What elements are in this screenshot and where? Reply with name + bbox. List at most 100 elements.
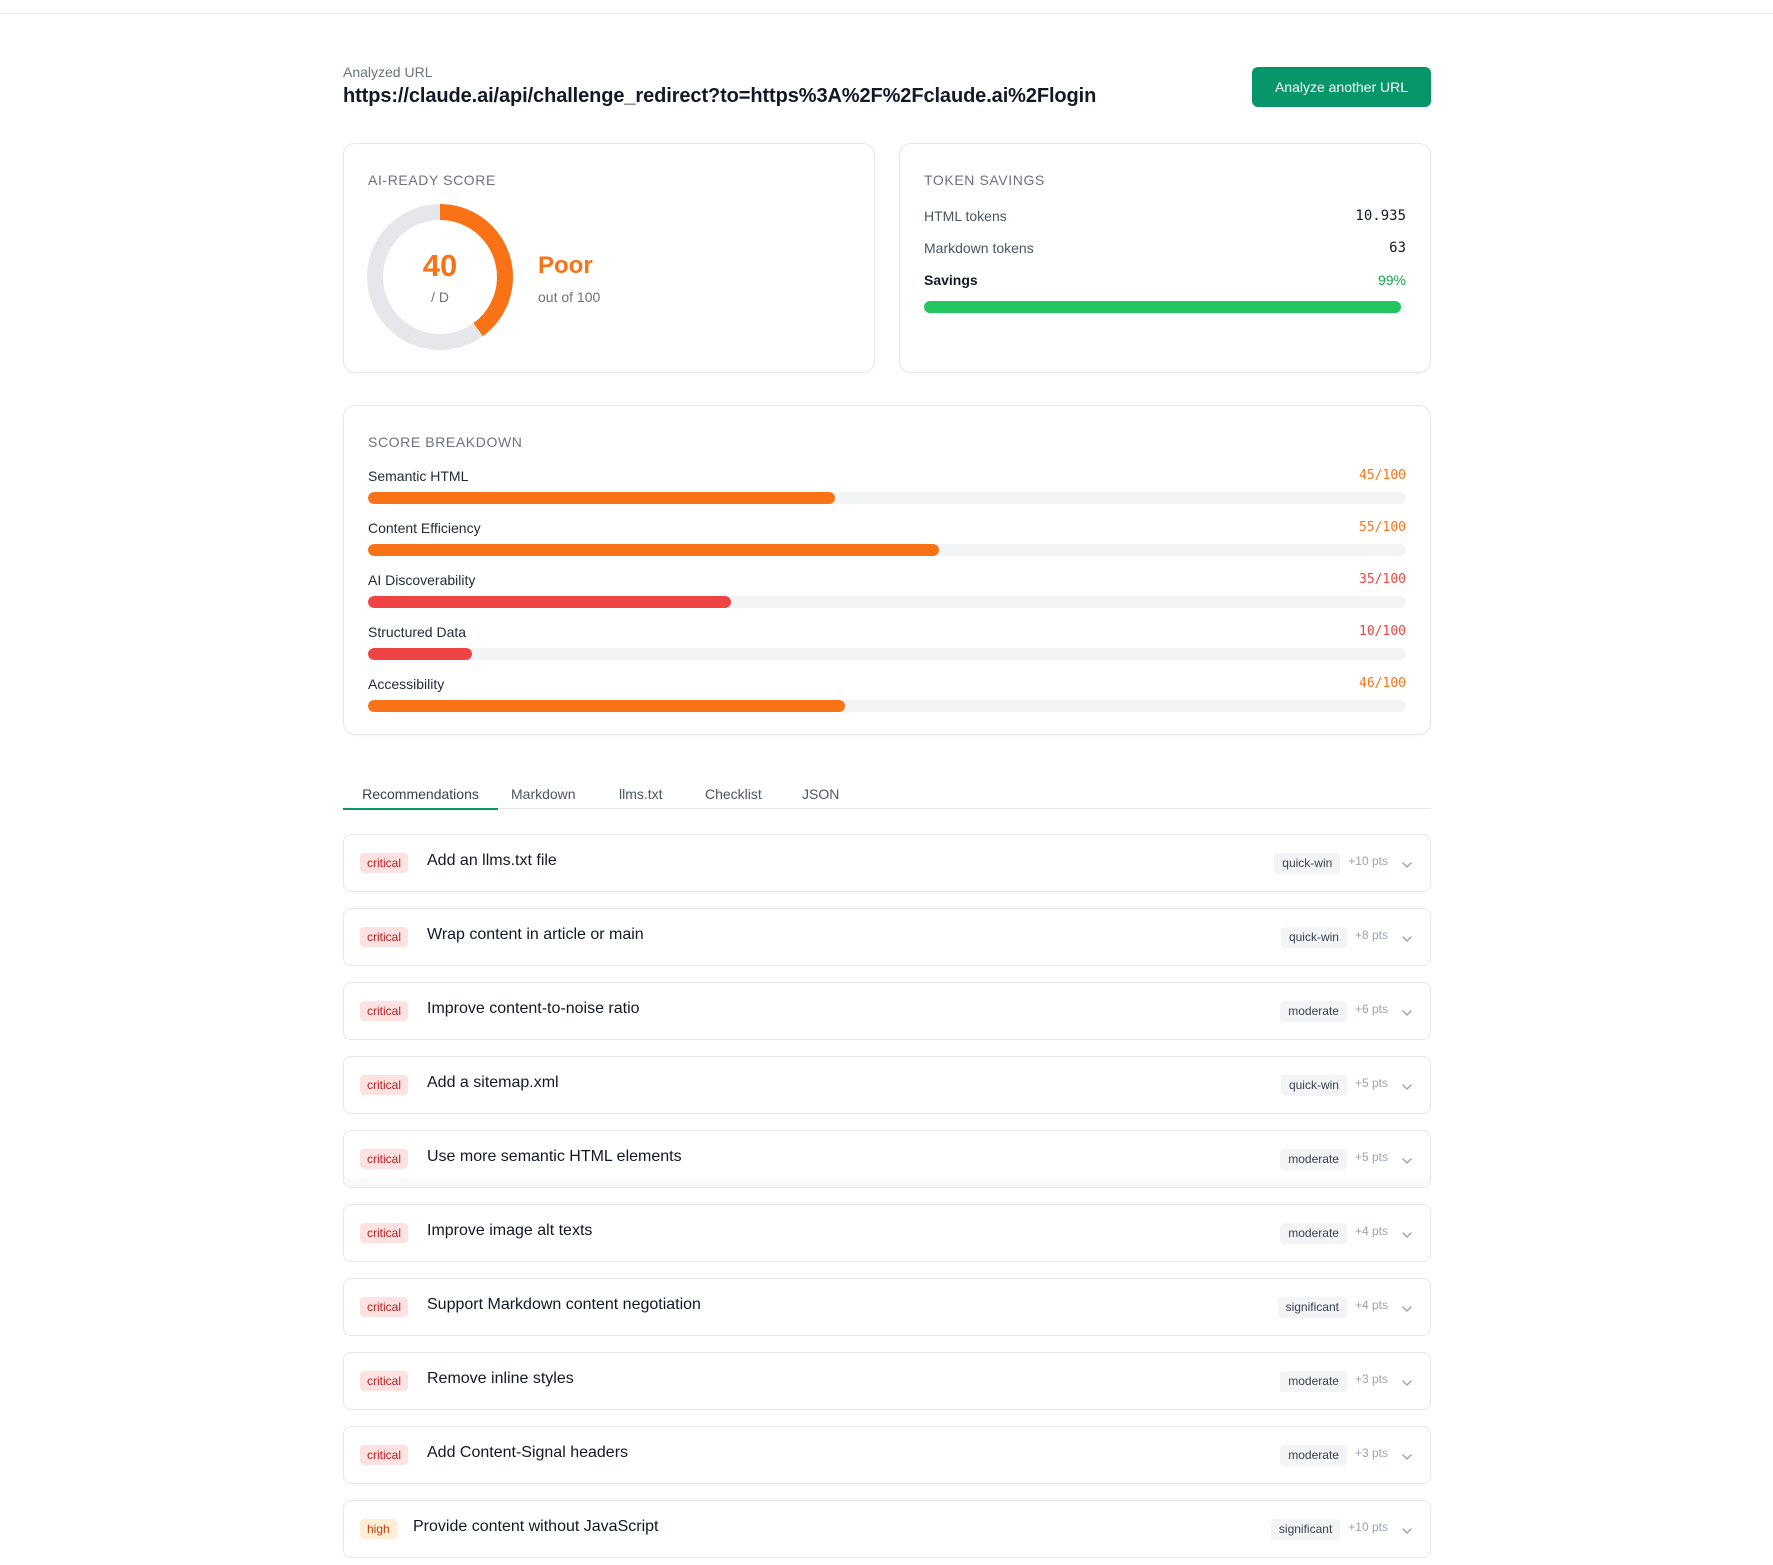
breakdown-row: Accessibility 46/100	[368, 676, 1406, 712]
effort-badge: significant	[1270, 1519, 1341, 1540]
recommendation-item[interactable]: critical Use more semantic HTML elements m…	[343, 1130, 1431, 1188]
effort-badge: moderate	[1280, 1149, 1347, 1170]
points-value: +8 pts	[1354, 928, 1388, 942]
analyzed-url-label: Analyzed URL	[343, 64, 433, 80]
html-tokens-value: 10.935	[1355, 208, 1406, 224]
effort-badge: significant	[1277, 1297, 1347, 1318]
breakdown-score: 10/100	[1359, 624, 1406, 639]
recommendation-title: Add an llms.txt file	[427, 852, 557, 869]
points-value: +5 pts	[1354, 1076, 1388, 1090]
chevron-down-icon[interactable]	[1401, 1153, 1413, 1164]
recommendation-title: Use more semantic HTML elements	[427, 1148, 682, 1165]
priority-badge: critical	[360, 927, 409, 947]
token-savings-card: TOKEN SAVINGS HTML tokens 10.935 Markdow…	[899, 143, 1431, 373]
breakdown-name: Semantic HTML	[368, 468, 469, 484]
points-value: +3 pts	[1354, 1446, 1388, 1460]
points-value: +5 pts	[1354, 1150, 1388, 1164]
effort-badge: moderate	[1280, 1223, 1347, 1244]
tab-recommendations[interactable]: Recommendations	[343, 779, 498, 810]
breakdown-row: Semantic HTML 45/100	[368, 468, 1406, 504]
points-value: +10 pts	[1348, 854, 1388, 868]
html-tokens-row: HTML tokens 10.935	[924, 208, 1406, 228]
markdown-tokens-row: Markdown tokens 63	[924, 240, 1406, 260]
breakdown-bar-fill	[368, 648, 472, 660]
breakdown-score: 45/100	[1359, 468, 1406, 483]
chevron-down-icon[interactable]	[1401, 1301, 1413, 1312]
html-tokens-label: HTML tokens	[924, 208, 1007, 224]
effort-badge: moderate	[1280, 1371, 1347, 1392]
chevron-down-icon[interactable]	[1401, 1227, 1413, 1238]
recommendation-item[interactable]: critical Support Markdown content negotia…	[343, 1278, 1431, 1336]
chevron-down-icon[interactable]	[1401, 1079, 1413, 1090]
recommendation-title: Provide content without JavaScript	[413, 1518, 659, 1535]
recommendation-title: Support Markdown content negotiation	[427, 1296, 701, 1313]
points-value: +6 pts	[1354, 1002, 1388, 1016]
recommendation-title: Remove inline styles	[427, 1370, 574, 1387]
recommendation-title: Add a sitemap.xml	[427, 1074, 559, 1091]
savings-value: 99%	[1377, 272, 1406, 288]
recommendation-item[interactable]: high Provide content without JavaScript si…	[343, 1500, 1431, 1558]
token-savings-title: TOKEN SAVINGS	[924, 172, 1045, 188]
points-value: +10 pts	[1348, 1520, 1388, 1534]
recommendation-title: Wrap content in article or main	[427, 926, 644, 943]
breakdown-score: 46/100	[1359, 676, 1406, 691]
savings-label: Savings	[924, 272, 978, 288]
ai-ready-score-card: AI-READY SCORE 40 / D Poor out of 100	[343, 143, 875, 373]
breakdown-name: AI Discoverability	[368, 572, 476, 588]
chevron-down-icon[interactable]	[1401, 857, 1413, 868]
markdown-tokens-label: Markdown tokens	[924, 240, 1034, 256]
breakdown-bar-fill	[368, 544, 939, 556]
score-subtitle: out of 100	[538, 289, 601, 305]
recommendation-item[interactable]: critical Wrap content in article or main q…	[343, 908, 1431, 966]
chevron-down-icon[interactable]	[1401, 1449, 1413, 1460]
points-value: +4 pts	[1354, 1224, 1388, 1238]
recommendation-item[interactable]: critical Improve image alt texts moderate +…	[343, 1204, 1431, 1262]
priority-badge: critical	[360, 1371, 409, 1391]
chevron-down-icon[interactable]	[1401, 931, 1413, 942]
results-tabs: Recommendations Markdown llms.txt Checkl…	[343, 775, 1431, 810]
breakdown-bar-fill	[368, 700, 846, 712]
savings-progress-track	[924, 301, 1406, 313]
chevron-down-icon[interactable]	[1401, 1005, 1413, 1016]
breakdown-name: Structured Data	[368, 624, 467, 640]
tab-json[interactable]: JSON	[802, 779, 839, 809]
tab-llms-txt[interactable]: llms.txt	[619, 779, 663, 809]
savings-progress-fill	[924, 301, 1402, 313]
priority-badge: critical	[360, 1297, 409, 1317]
points-value: +4 pts	[1354, 1298, 1388, 1312]
breakdown-bar-track	[368, 648, 1406, 660]
analyzed-url-header: Analyzed URL https://claude.ai/api/chall…	[343, 64, 1431, 114]
priority-badge: critical	[360, 1223, 409, 1243]
recommendation-item[interactable]: critical Improve content-to-noise ratio mo…	[343, 982, 1431, 1040]
effort-badge: moderate	[1280, 1445, 1347, 1466]
recommendation-item[interactable]: critical Add Content-Signal headers modera…	[343, 1426, 1431, 1484]
chevron-down-icon[interactable]	[1401, 1375, 1413, 1386]
tab-markdown[interactable]: Markdown	[511, 779, 576, 809]
markdown-tokens-value: 63	[1389, 240, 1406, 256]
score-value: 40	[422, 248, 458, 283]
priority-badge: critical	[360, 1445, 409, 1465]
recommendation-item[interactable]: critical Remove inline styles moderate +3 p…	[343, 1352, 1431, 1410]
breakdown-bar-track	[368, 544, 1406, 556]
priority-badge: critical	[360, 1075, 409, 1095]
savings-row: Savings 99%	[924, 272, 1406, 292]
effort-badge: quick-win	[1274, 853, 1341, 874]
analyze-another-url-button[interactable]: Analyze another URL	[1252, 67, 1431, 107]
score-breakdown-title: SCORE BREAKDOWN	[368, 434, 523, 450]
breakdown-bar-track	[368, 596, 1406, 608]
score-donut-center: 40 / D	[367, 204, 513, 350]
breakdown-score: 35/100	[1359, 572, 1406, 587]
recommendation-item[interactable]: critical Add an llms.txt file quick-win +10…	[343, 834, 1431, 892]
effort-badge: quick-win	[1280, 1075, 1347, 1096]
recommendation-item[interactable]: critical Add a sitemap.xml quick-win +5 pts	[343, 1056, 1431, 1114]
points-value: +3 pts	[1354, 1372, 1388, 1386]
breakdown-name: Content Efficiency	[368, 520, 481, 536]
priority-badge: high	[360, 1519, 397, 1539]
recommendation-title: Improve image alt texts	[427, 1222, 593, 1239]
tab-checklist[interactable]: Checklist	[705, 779, 762, 809]
breakdown-bar-fill	[368, 492, 836, 504]
chevron-down-icon[interactable]	[1401, 1523, 1413, 1534]
breakdown-bar-track	[368, 700, 1406, 712]
breakdown-bar-fill	[368, 596, 732, 608]
breakdown-bar-track	[368, 492, 1406, 504]
